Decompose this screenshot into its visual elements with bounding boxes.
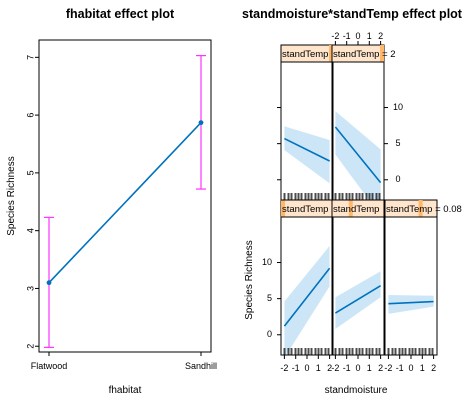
panel-content <box>334 111 382 200</box>
strip-label: standTemp <box>282 204 328 215</box>
right-y-tick-label-right: 0 <box>395 174 400 184</box>
ci-band <box>284 245 330 355</box>
right-y-tick-label-left: 5 <box>267 293 272 303</box>
strip-label: standTemp = 2 <box>333 49 396 60</box>
strip-level-marker <box>418 200 423 217</box>
panel-content <box>387 295 434 355</box>
fit-line <box>388 300 434 305</box>
right-x-tick-label: -2 <box>331 363 339 373</box>
strip-level-marker <box>329 45 333 62</box>
panel-content <box>334 271 382 355</box>
panel-frame <box>384 216 438 356</box>
right-y-tick-label-right: 10 <box>393 102 403 112</box>
right-top-x-tick-label: -1 <box>343 31 351 41</box>
strip-level-marker <box>348 200 353 217</box>
left-y-tick-label: 7 <box>25 55 35 60</box>
right-top-x-tick-label: 0 <box>355 31 360 41</box>
right-x-tick-label: 0 <box>304 363 309 373</box>
right-x-tick-label: 2 <box>378 363 383 373</box>
ci-band <box>284 126 330 184</box>
strip-level-marker <box>380 45 384 62</box>
right-y-tick-label-left: 0 <box>267 329 272 339</box>
right-x-tick-label: 1 <box>420 363 425 373</box>
right-x-tick-label: 2 <box>431 363 436 373</box>
right-y-axis-label: Species Richness <box>244 240 255 319</box>
right-x-tick-label: -1 <box>396 363 404 373</box>
left-y-tick-label: 2 <box>25 344 35 349</box>
strip-level-marker <box>281 200 285 217</box>
fit-line <box>334 126 382 184</box>
panel-content <box>283 245 331 355</box>
fit-line <box>334 284 382 314</box>
effect-point <box>198 120 204 126</box>
right-x-tick-label: 0 <box>355 363 360 373</box>
left-x-tick-label: Flatwood <box>31 361 68 371</box>
right-x-tick-label: -2 <box>280 363 288 373</box>
right-x-tick-label: -2 <box>384 363 392 373</box>
right-x-tick-label: 1 <box>316 363 321 373</box>
strip-label: standTemp <box>333 204 379 215</box>
right-top-x-tick-label: 1 <box>367 31 372 41</box>
left-y-tick-label: 4 <box>25 228 35 233</box>
right-x-axis-label: standmoisture <box>325 385 388 396</box>
right-y-tick-label-left: 10 <box>262 257 272 267</box>
right-x-tick-label: 1 <box>367 363 372 373</box>
right-top-x-tick-label: 2 <box>378 31 383 41</box>
left-y-tick-label: 6 <box>25 113 35 118</box>
fit-line <box>283 267 331 327</box>
left-chart-title: fhabitat effect plot <box>66 7 175 21</box>
strip-label: standTemp <box>282 49 328 60</box>
strip-label: standTemp = 0.08 <box>386 204 462 215</box>
effect-line <box>48 122 202 284</box>
left-y-tick-label: 5 <box>25 170 35 175</box>
ci-band <box>388 295 434 314</box>
panel-content <box>283 126 330 200</box>
left-x-axis-label: fhabitat <box>109 385 142 396</box>
effect-point <box>46 280 52 286</box>
right-top-x-tick-label: -2 <box>331 31 339 41</box>
right-x-tick-label: -1 <box>292 363 300 373</box>
panel-frame <box>280 61 334 201</box>
left-plot-frame <box>38 39 212 353</box>
right-x-tick-label: 2 <box>327 363 332 373</box>
left-y-tick-label: 3 <box>25 286 35 291</box>
right-y-tick-label-right: 5 <box>395 138 400 148</box>
panel-frame <box>331 61 385 201</box>
right-x-tick-label: -1 <box>343 363 351 373</box>
fit-line <box>284 137 330 162</box>
right-chart-title: standmoisture*standTemp effect plot <box>242 7 463 21</box>
right-x-tick-label: 0 <box>408 363 413 373</box>
left-y-axis-label: Species Richness <box>6 156 17 235</box>
left-x-tick-label: Sandhill <box>185 361 217 371</box>
